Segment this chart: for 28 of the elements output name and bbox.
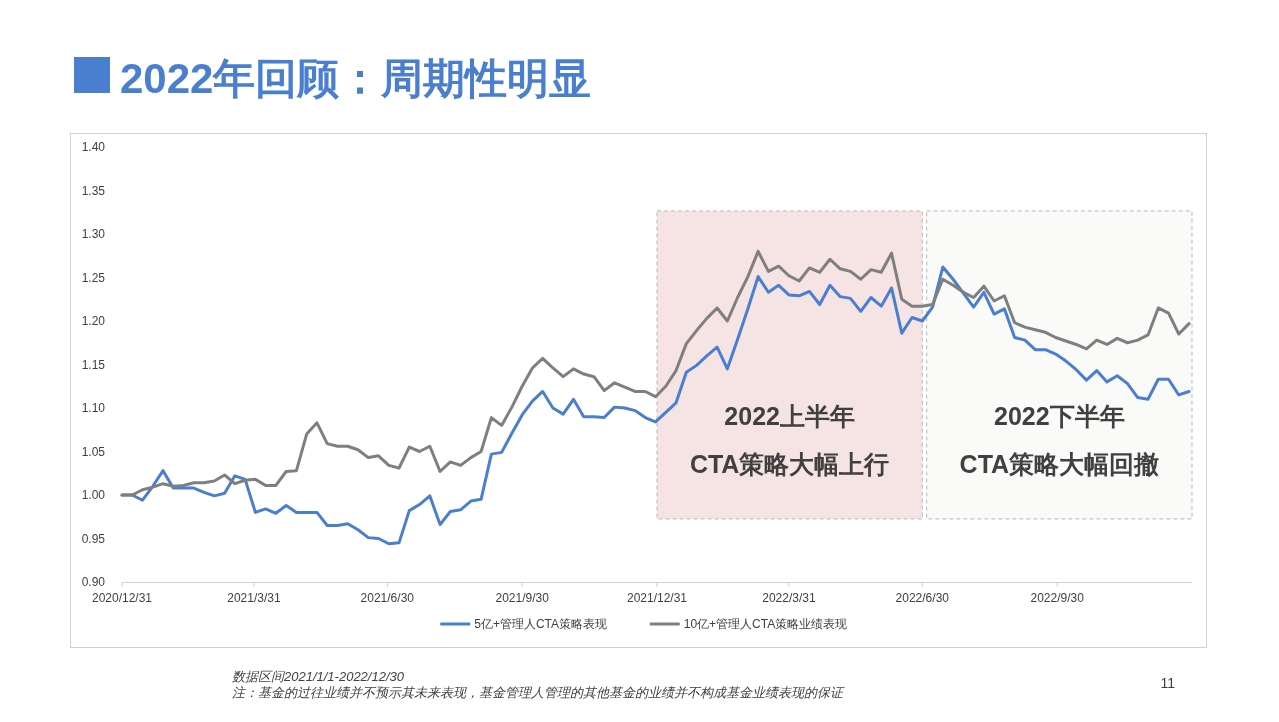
line-series — [120, 249, 1191, 497]
legend-label: 10亿+管理人CTA策略业绩表现 — [683, 617, 848, 631]
x-tick-label: 2021/12/31 — [626, 591, 688, 605]
y-tick-label: 1.40 — [81, 140, 106, 154]
y-tick-label: 1.35 — [81, 183, 106, 198]
y-tick-label: 1.20 — [81, 314, 106, 328]
band-label: 2022下半年 CTA策略大幅回撤 — [959, 402, 1160, 478]
legend-label: 5亿+管理人CTA策略表现 — [474, 617, 608, 631]
y-tick-label: 1.15 — [81, 357, 106, 372]
x-tick-label: 2021/9/30 — [495, 591, 550, 605]
y-tick-label: 1.00 — [81, 488, 106, 502]
x-tick-label: 2022/9/30 — [1030, 591, 1085, 605]
text: 11 — [1160, 675, 1176, 691]
x-tick-label: 2021/3/31 — [227, 591, 281, 605]
chart-title: 2022年回顾：周期性明显 — [120, 55, 592, 102]
text: 数据区间2021/1/1-2022/12/30 — [232, 669, 405, 684]
x-tick-label: 2022/3/31 — [762, 591, 816, 605]
y-tick-label: 1.25 — [81, 270, 106, 285]
band-label: 2022上半年 CTA策略大幅上行 — [689, 402, 890, 478]
x-tick-label: 2021/6/30 — [360, 591, 415, 605]
y-tick-label: 1.30 — [81, 227, 106, 241]
y-tick-label: 0.95 — [81, 531, 106, 546]
y-tick-label: 1.10 — [81, 401, 106, 415]
x-tick-label: 2022/6/30 — [895, 591, 950, 605]
text: 注：基金的过往业绩并不预示其未来表现，基金管理人管理的其他基金的业绩并不构成基金业绩表现的保证 — [232, 685, 845, 700]
y-tick-label: 1.05 — [81, 444, 106, 459]
y-tick-label: 0.90 — [81, 575, 106, 589]
x-tick-label: 2020/12/31 — [91, 591, 153, 605]
